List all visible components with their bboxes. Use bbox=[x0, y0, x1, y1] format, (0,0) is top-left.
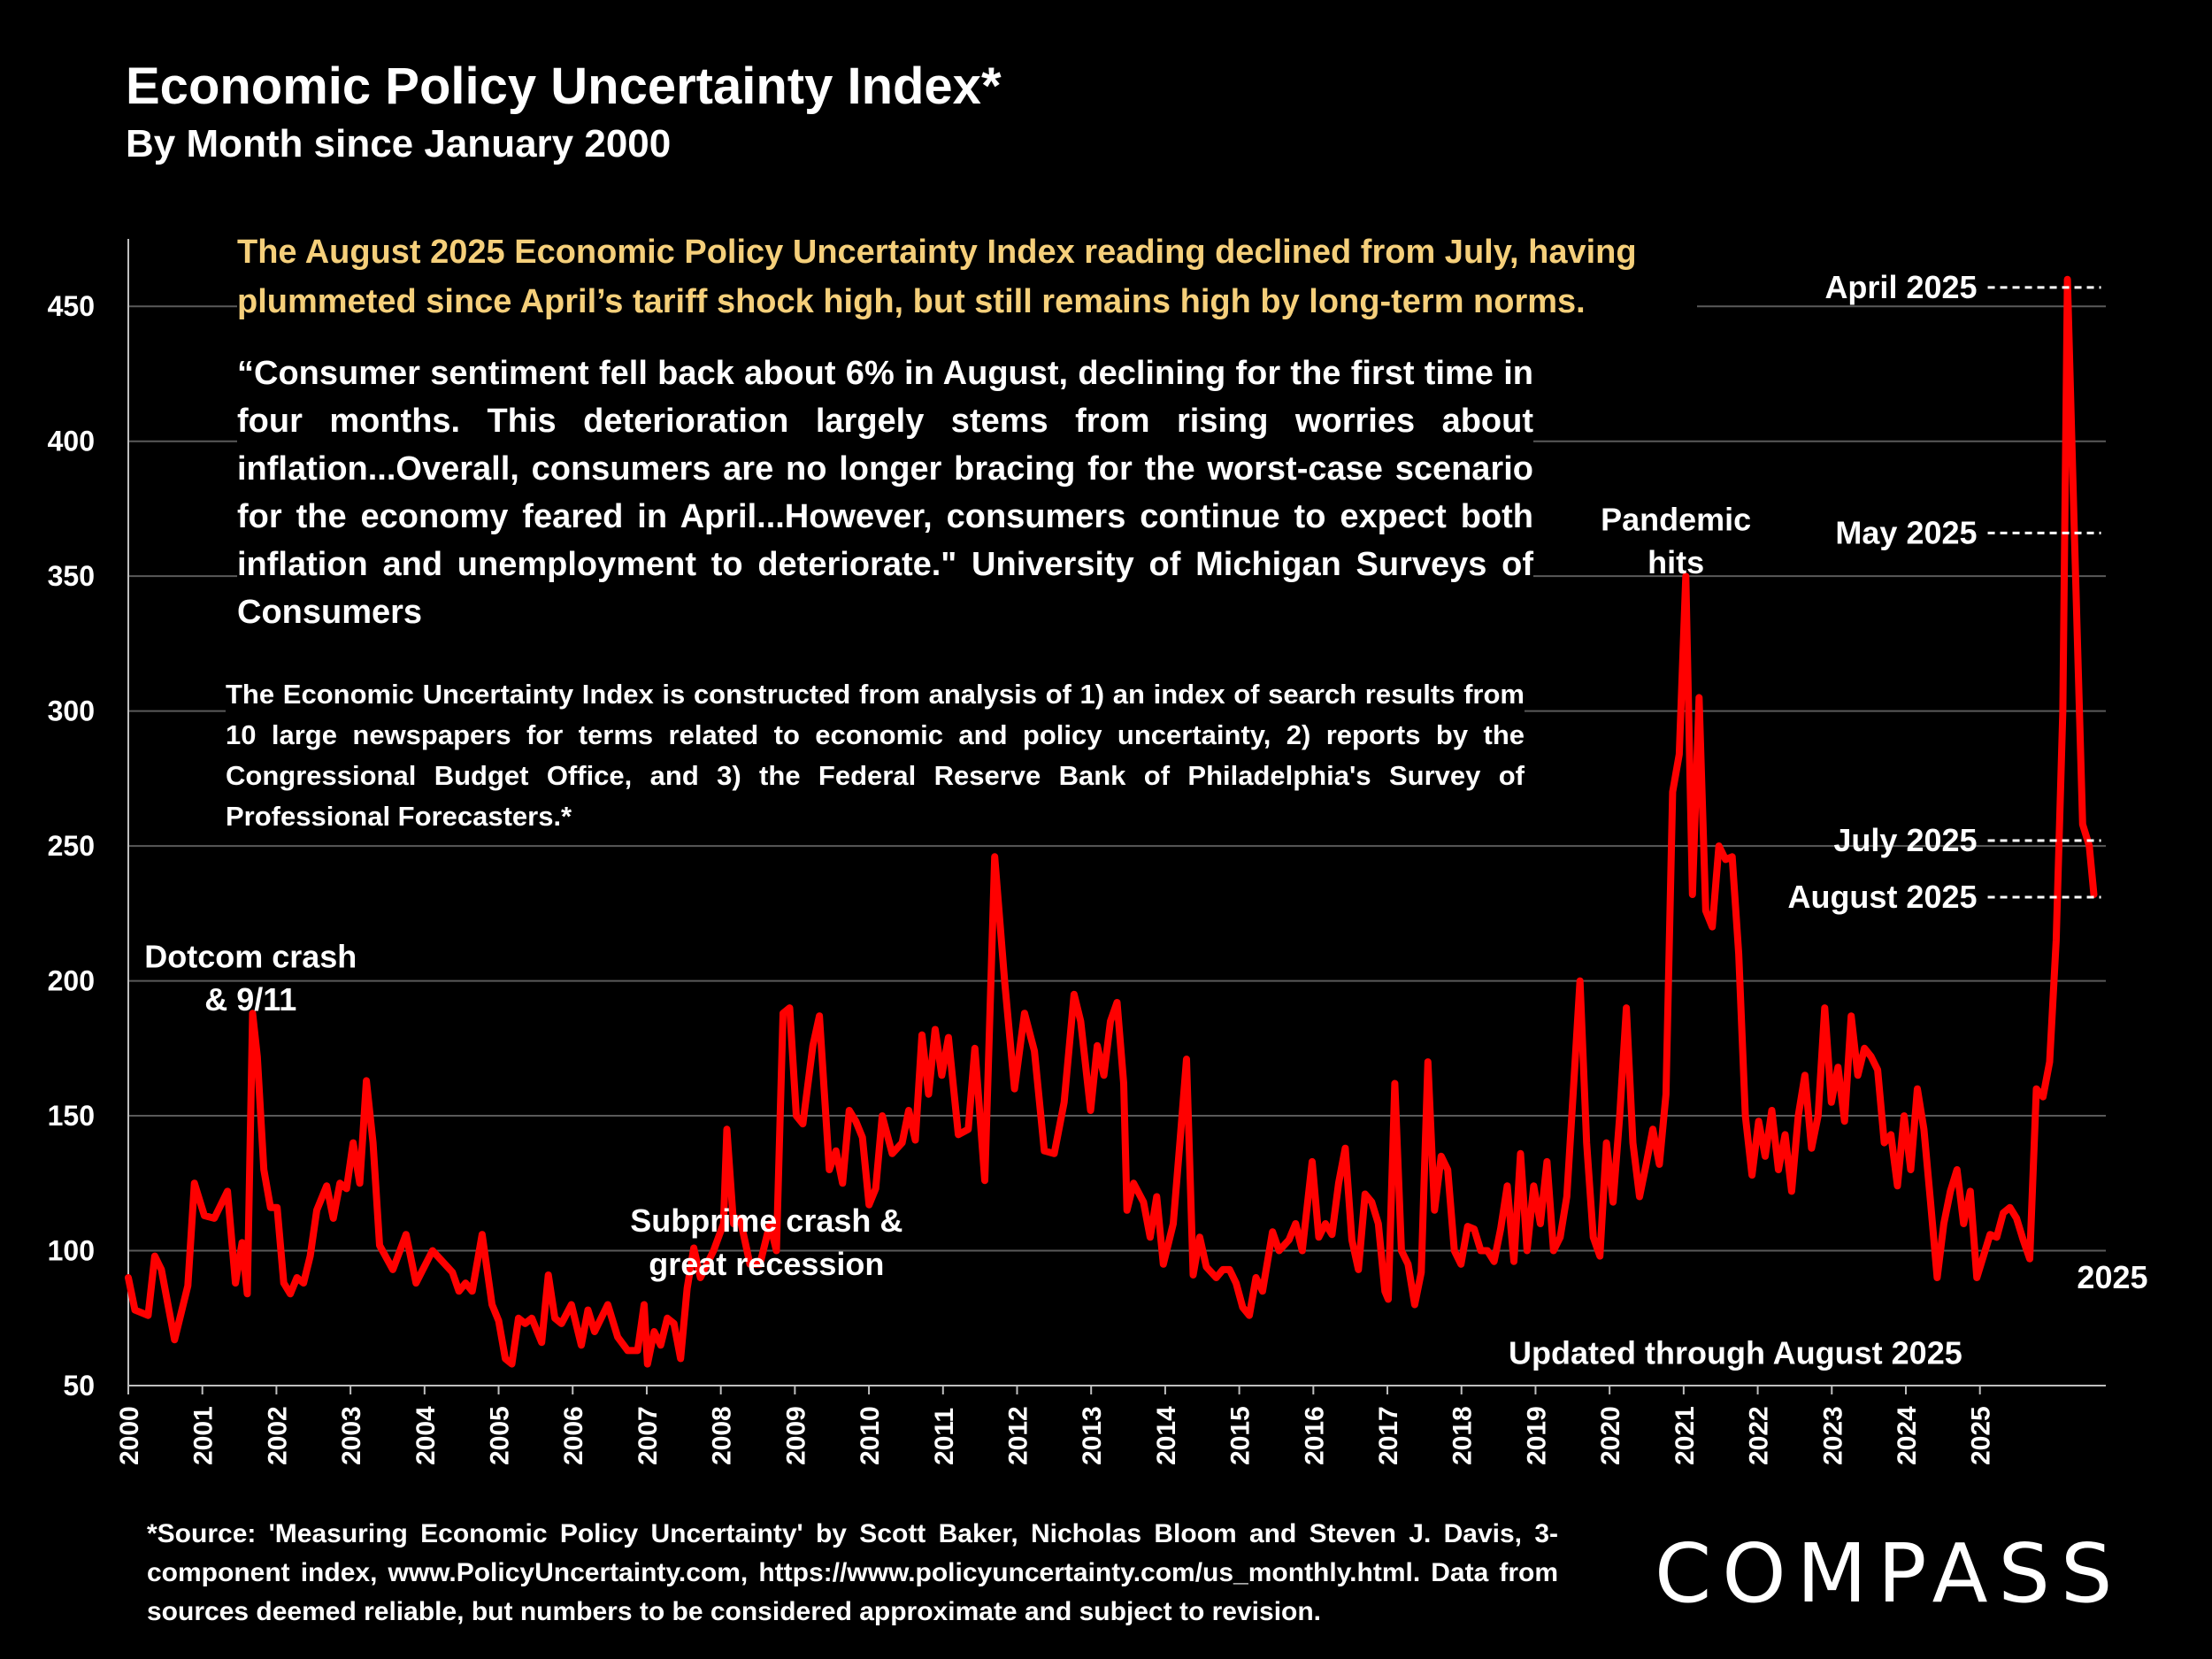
chart-annotation: Updated through August 2025 bbox=[1509, 1335, 1962, 1371]
methodology-note: The Economic Uncertainty Index is constr… bbox=[226, 671, 1525, 841]
x-tick-label: 2015 bbox=[1226, 1406, 1256, 1465]
y-tick-label: 400 bbox=[48, 426, 95, 457]
annotations: Dotcom crash & 9/11 Subprime crash & great … bbox=[144, 501, 2147, 1371]
x-tick-label: 2003 bbox=[337, 1406, 366, 1465]
x-tick-label: 2021 bbox=[1671, 1406, 1700, 1465]
x-tick-label: 2017 bbox=[1374, 1406, 1403, 1465]
y-tick-label: 250 bbox=[48, 830, 95, 862]
callout-label: August 2025 bbox=[1787, 879, 1977, 915]
y-tick-label: 300 bbox=[48, 695, 95, 727]
x-tick-label: 2022 bbox=[1745, 1406, 1774, 1465]
x-tick-label: 2011 bbox=[930, 1408, 959, 1465]
y-tick-label: 150 bbox=[48, 1100, 95, 1132]
chart-annotation: & 9/11 bbox=[204, 981, 296, 1018]
callouts: April 2025 May 2025 July 2025 August 2025 bbox=[1787, 269, 2101, 915]
source-footnote: *Source: 'Measuring Economic Policy Unce… bbox=[147, 1519, 1558, 1626]
x-tick-label: 2002 bbox=[263, 1406, 292, 1465]
x-tick-label: 2006 bbox=[559, 1406, 588, 1465]
x-tick-label: 2004 bbox=[411, 1406, 441, 1465]
x-tick-label: 2001 bbox=[189, 1406, 219, 1465]
x-tick-label: 2014 bbox=[1152, 1406, 1181, 1465]
x-tick-label: 2025 bbox=[1967, 1406, 1996, 1465]
x-tick-label: 2020 bbox=[1596, 1406, 1625, 1465]
y-tick-label: 50 bbox=[63, 1370, 95, 1402]
chart-annotation: great recession bbox=[649, 1246, 884, 1282]
chart-annotation: hits bbox=[1647, 544, 1704, 580]
callout-label: July 2025 bbox=[1833, 822, 1977, 858]
x-tick-label: 2007 bbox=[634, 1406, 663, 1465]
y-tick-label: 100 bbox=[48, 1235, 95, 1267]
x-tick-label: 2019 bbox=[1522, 1406, 1551, 1465]
y-axis: 50 100 150 200 250 300 350 400 450 bbox=[48, 239, 129, 1402]
quote-note: “Consumer sentiment fell back about 6% i… bbox=[237, 349, 1533, 636]
x-tick-label: 2013 bbox=[1078, 1406, 1107, 1465]
x-tick-label: 2018 bbox=[1448, 1406, 1478, 1465]
x-tick-label: 2005 bbox=[486, 1406, 515, 1465]
callout-label: April 2025 bbox=[1824, 269, 1977, 305]
chart-annotation: Pandemic bbox=[1601, 501, 1751, 537]
x-tick-label: 2016 bbox=[1300, 1406, 1329, 1465]
chart-annotation: 2025 bbox=[2077, 1259, 2147, 1295]
y-tick-label: 350 bbox=[48, 560, 95, 592]
x-tick-label: 2012 bbox=[1003, 1406, 1033, 1465]
chart-annotation: Dotcom crash bbox=[144, 938, 357, 974]
x-tick-label: 2009 bbox=[781, 1406, 810, 1465]
y-tick-label: 200 bbox=[48, 965, 95, 997]
chart-annotation: Subprime crash & bbox=[630, 1202, 902, 1239]
y-tick-label: 450 bbox=[48, 290, 95, 322]
chart-subtitle: By Month since January 2000 bbox=[126, 122, 672, 165]
callout-label: May 2025 bbox=[1835, 514, 1977, 550]
x-axis: 2000 2001 2002 2003 2004 2005 2006 2007 2008 2009… bbox=[115, 1385, 2106, 1465]
highlight-note: The August 2025 Economic Policy Uncertai… bbox=[237, 226, 1697, 328]
x-tick-label: 2024 bbox=[1893, 1406, 1922, 1465]
compass-logo: COMPASS bbox=[1655, 1526, 2124, 1621]
x-tick-label: 2000 bbox=[115, 1406, 144, 1465]
chart-title: Economic Policy Uncertainty Index* bbox=[126, 58, 1002, 115]
x-tick-label: 2010 bbox=[856, 1406, 885, 1465]
epu-index-line bbox=[125, 275, 2098, 1368]
series-line bbox=[125, 275, 2098, 1368]
x-tick-label: 2023 bbox=[1818, 1406, 1847, 1465]
x-tick-label: 2008 bbox=[708, 1406, 737, 1465]
